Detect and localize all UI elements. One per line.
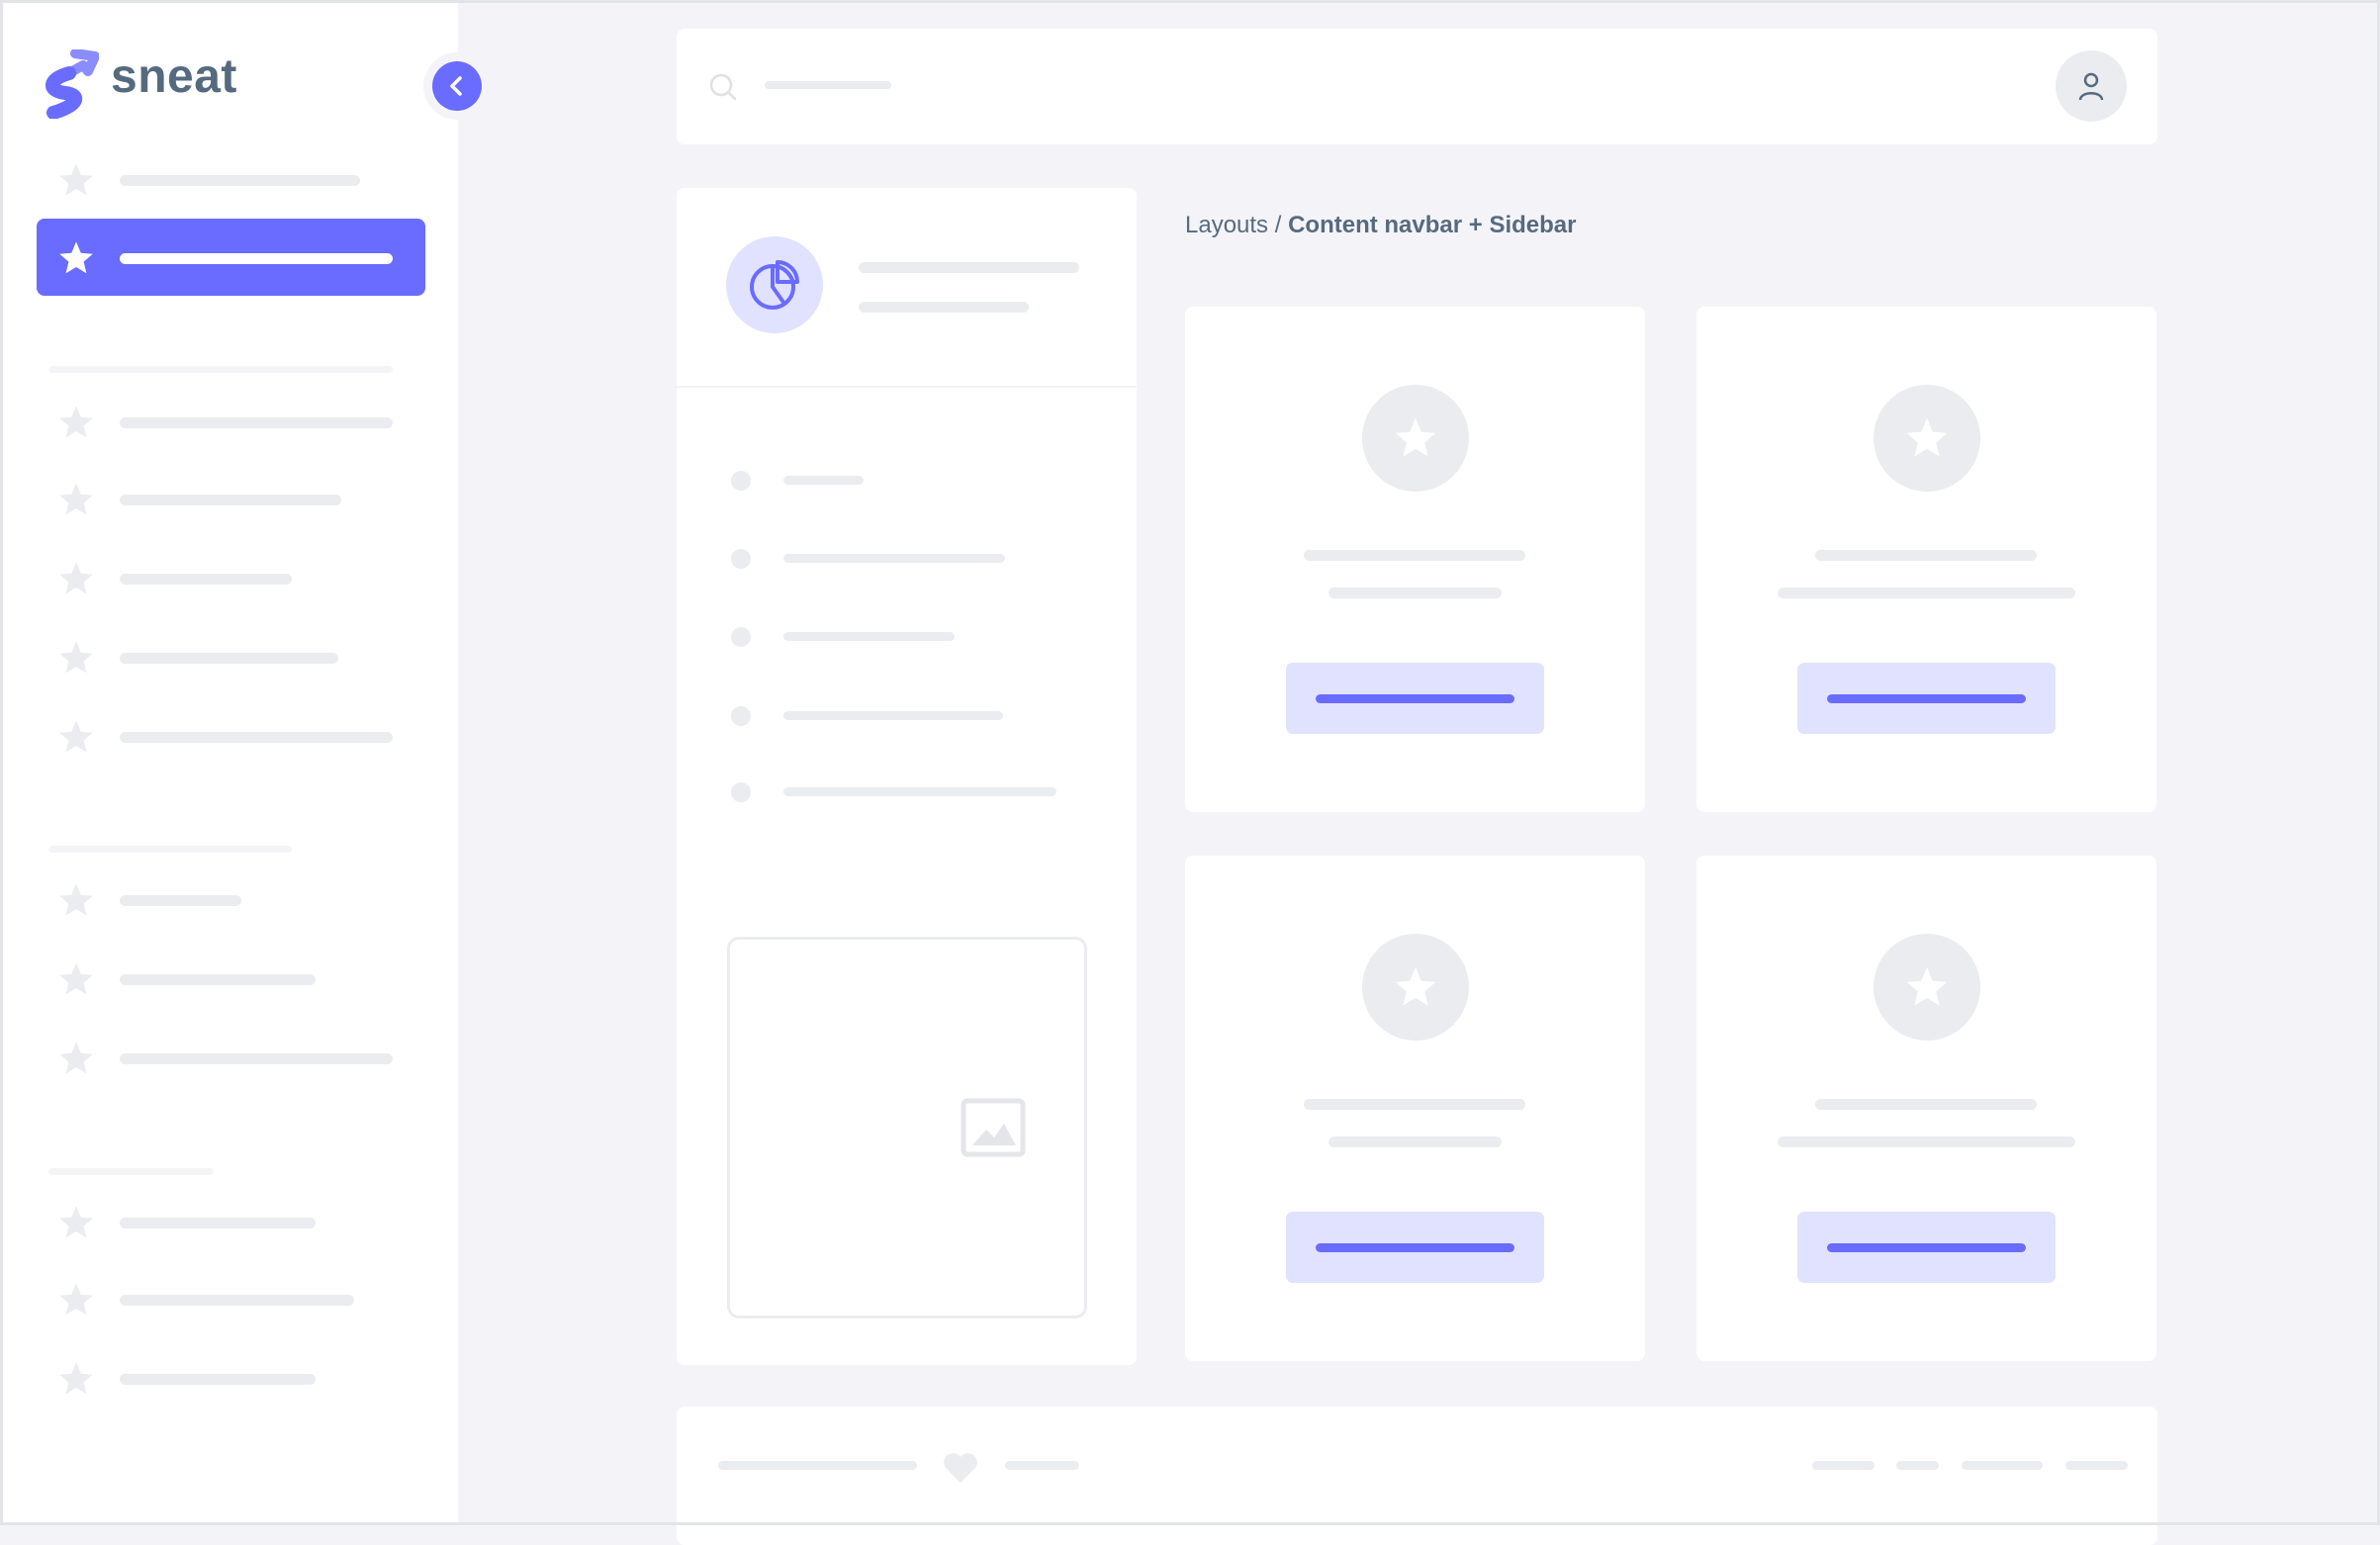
card-text-placeholder (1327, 1136, 1502, 1147)
star-icon (59, 1362, 93, 1395)
card-icon-circle (1362, 934, 1469, 1041)
image-placeholder (727, 937, 1087, 1318)
card-button[interactable] (1286, 663, 1544, 734)
list-item-placeholder[interactable] (783, 554, 1005, 563)
card-icon-circle (1874, 385, 1980, 492)
star-icon (59, 962, 93, 995)
sidebar-section-header (48, 1168, 214, 1175)
list-bullet (731, 627, 751, 647)
brand-name: sneat (111, 50, 237, 103)
card-title-placeholder (1304, 550, 1525, 561)
image-icon (961, 1098, 1026, 1157)
breadcrumb: Layouts / Content navbar + Sidebar (1185, 212, 1576, 239)
list-bullet (731, 549, 751, 569)
card-button-label-placeholder (1316, 694, 1514, 703)
card-icon-circle (1874, 934, 1980, 1041)
list-item-placeholder[interactable] (783, 632, 955, 641)
sidebar-item-label[interactable] (120, 1374, 316, 1385)
list-item-placeholder[interactable] (783, 476, 864, 485)
feature-card (1185, 307, 1645, 812)
sidebar: sneat (0, 0, 458, 1525)
footer (677, 1407, 2157, 1545)
navbar (677, 29, 2157, 144)
sidebar-section-header (48, 366, 393, 373)
sidebar-item-label[interactable] (120, 732, 393, 743)
card-button[interactable] (1797, 1212, 2056, 1283)
pie-chart-icon (750, 260, 799, 310)
sidebar-item-label[interactable] (120, 895, 241, 906)
card-button[interactable] (1286, 1212, 1544, 1283)
sidebar-item-active-label[interactable] (120, 253, 393, 264)
sidebar-item-label[interactable] (120, 1053, 393, 1064)
star-icon (59, 562, 93, 594)
panel-divider (677, 386, 1137, 388)
panel-subtitle-placeholder (859, 302, 1029, 313)
card-title-placeholder (1815, 550, 2037, 561)
sidebar-item-label[interactable] (120, 1295, 354, 1306)
star-icon (1395, 966, 1436, 1006)
footer-link[interactable] (1962, 1461, 2043, 1470)
card-text-placeholder (1327, 588, 1502, 598)
star-icon (59, 1206, 93, 1238)
star-icon (59, 483, 93, 515)
sidebar-item-label[interactable] (120, 574, 292, 585)
sidebar-item-label[interactable] (120, 653, 338, 664)
card-button-label-placeholder (1827, 694, 2026, 703)
footer-link[interactable] (1896, 1461, 1939, 1470)
sidebar-collapse-button[interactable] (432, 61, 482, 111)
user-avatar[interactable] (2056, 50, 2127, 122)
panel-title-placeholder (859, 262, 1079, 273)
breadcrumb-current: Content navbar + Sidebar (1288, 212, 1577, 238)
feature-card (1185, 856, 1645, 1361)
footer-link-placeholder[interactable] (1005, 1461, 1079, 1470)
list-item-placeholder[interactable] (783, 787, 1056, 796)
feature-card (1696, 307, 2156, 812)
star-icon (59, 720, 93, 753)
footer-link[interactable] (2065, 1461, 2128, 1470)
star-icon (59, 1283, 93, 1316)
star-icon (59, 1042, 93, 1074)
star-icon (1395, 417, 1436, 457)
list-item-placeholder[interactable] (783, 711, 1003, 720)
star-icon (1906, 966, 1948, 1006)
card-button[interactable] (1797, 663, 2056, 734)
star-icon (59, 406, 93, 438)
list-bullet (731, 706, 751, 726)
star-icon (59, 163, 93, 196)
star-icon (59, 883, 93, 916)
footer-link[interactable] (1812, 1461, 1875, 1470)
breadcrumb-separator: / (1274, 212, 1282, 238)
search-icon[interactable] (708, 72, 738, 102)
feature-card (1696, 856, 2156, 1361)
user-icon (2078, 72, 2104, 101)
card-button-label-placeholder (1316, 1243, 1514, 1252)
sidebar-section-header (48, 846, 292, 853)
sidebar-item-label[interactable] (120, 1218, 316, 1228)
card-text-placeholder (1777, 1136, 2075, 1147)
sidebar-item-label[interactable] (120, 974, 316, 985)
card-title-placeholder (1304, 1099, 1525, 1110)
breadcrumb-parent[interactable]: Layouts (1185, 212, 1269, 238)
panel-avatar (726, 236, 823, 333)
sidebar-item-label[interactable] (120, 495, 341, 505)
search-input[interactable] (765, 81, 891, 89)
card-title-placeholder (1815, 1099, 2037, 1110)
sneat-logo-icon (46, 49, 99, 119)
footer-text-placeholder (718, 1461, 917, 1470)
left-panel (677, 188, 1137, 1365)
list-bullet (731, 471, 751, 491)
sidebar-item-label[interactable] (120, 175, 360, 186)
card-button-label-placeholder (1827, 1243, 2026, 1252)
card-icon-circle (1362, 385, 1469, 492)
list-bullet (731, 782, 751, 802)
star-icon (59, 241, 93, 274)
sidebar-item-label[interactable] (120, 417, 393, 428)
card-text-placeholder (1777, 588, 2075, 598)
star-icon (1906, 417, 1948, 457)
star-icon (59, 641, 93, 674)
heart-icon (944, 1453, 977, 1483)
chevron-left-icon (450, 76, 462, 96)
